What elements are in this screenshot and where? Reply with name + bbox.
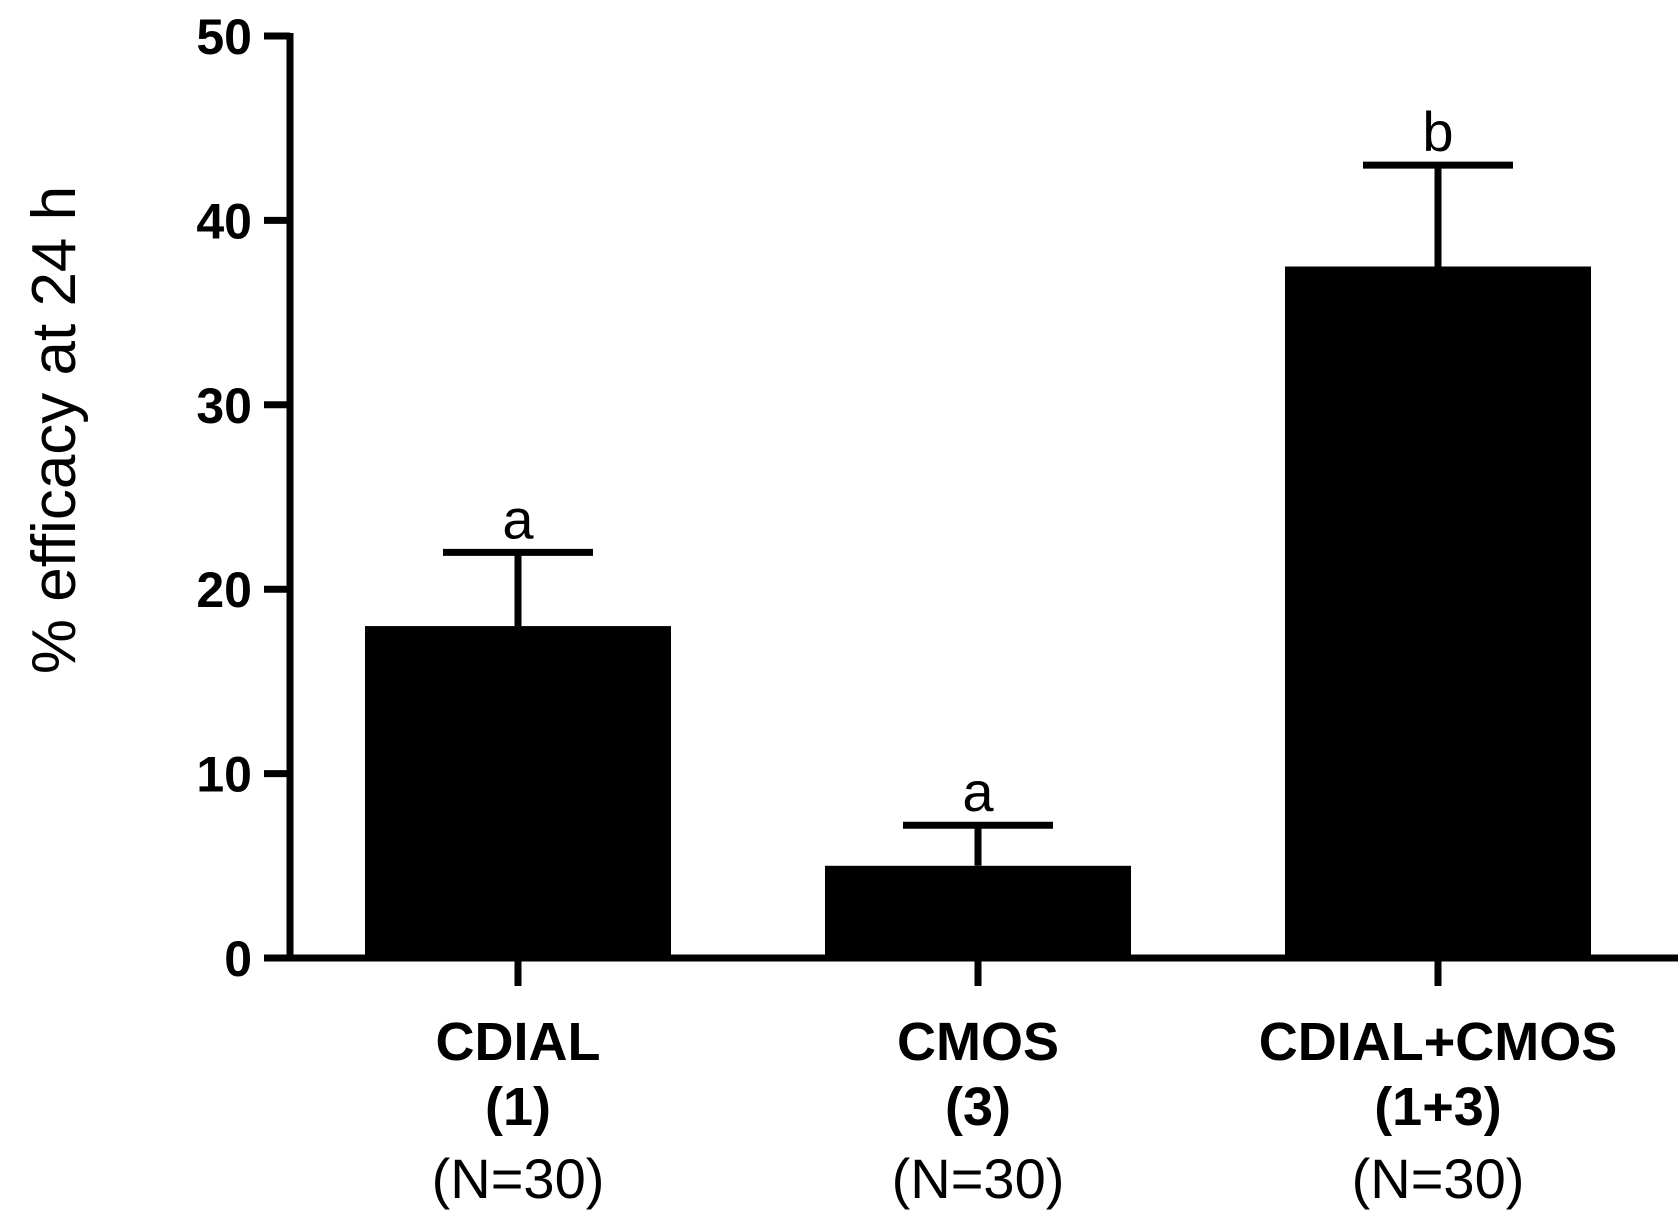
- significance-letter: b: [1422, 100, 1453, 163]
- category-sample-size: (N=30): [892, 1147, 1065, 1210]
- bar: [365, 626, 671, 958]
- y-tick-label: 30: [196, 378, 252, 434]
- category-code: (1+3): [1374, 1077, 1502, 1137]
- y-tick-label: 20: [196, 562, 252, 618]
- category-code: (3): [945, 1077, 1011, 1137]
- category-sample-size: (N=30): [432, 1147, 605, 1210]
- category-name: CMOS: [897, 1012, 1059, 1072]
- error-bars: [443, 161, 1513, 866]
- y-tick-label: 50: [196, 9, 252, 65]
- significance-letter: a: [502, 487, 534, 550]
- category-sample-size: (N=30): [1352, 1147, 1525, 1210]
- y-tick-label: 10: [196, 747, 252, 803]
- bar: [1285, 266, 1591, 958]
- bars: [365, 266, 1591, 958]
- y-axis-title-group: % efficacy at 24 h: [20, 186, 89, 674]
- category-name: CDIAL: [436, 1012, 601, 1072]
- category-code: (1): [485, 1077, 551, 1137]
- y-ticks: 0 10 20 30 40 50: [196, 9, 290, 987]
- y-tick-label: 40: [196, 193, 252, 249]
- y-tick-label: 0: [224, 931, 252, 987]
- y-axis-title: % efficacy at 24 h: [20, 186, 89, 674]
- category-name: CDIAL+CMOS: [1259, 1012, 1618, 1072]
- significance-letter: a: [962, 760, 994, 823]
- significance-letters: a a b: [502, 100, 1453, 823]
- category-labels: CDIAL(1) (N=30) CMOS(3) (N=30) CDIAL+CMOS(1+…: [432, 958, 1618, 1210]
- bar: [825, 865, 1131, 958]
